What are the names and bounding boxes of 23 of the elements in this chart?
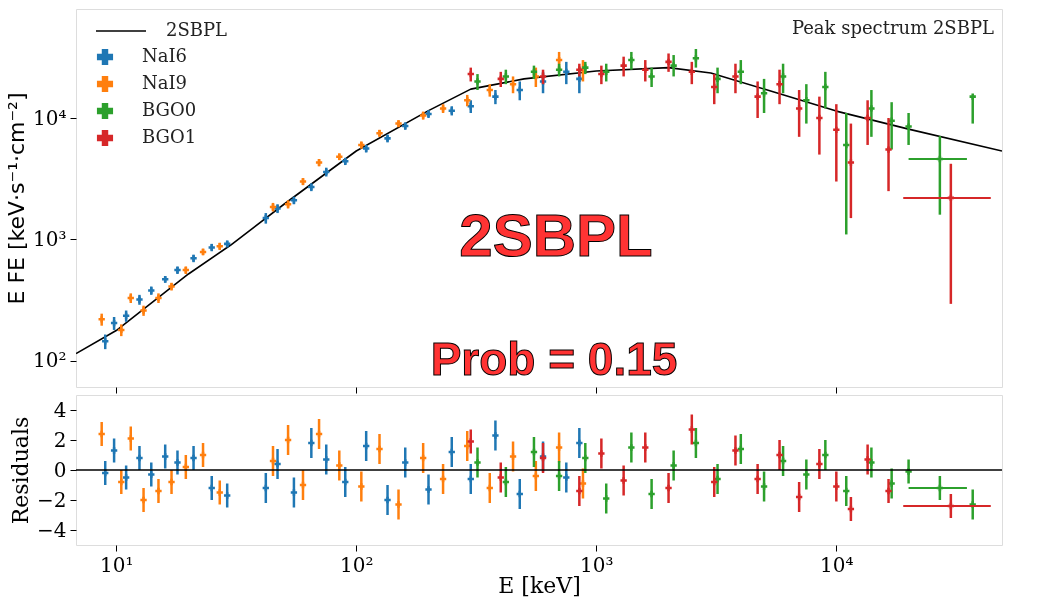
legend-label: NaI9 — [142, 72, 188, 93]
x-tick-label: 10² — [340, 552, 374, 577]
legend-label: NaI6 — [142, 45, 188, 66]
x-tick-label: 10⁴ — [820, 552, 854, 577]
y-tick-label: 2 — [53, 427, 67, 452]
annotation: Prob = 0.15 — [430, 333, 678, 385]
annotation: 2SBPL — [459, 202, 653, 269]
y-tick-label: 4 — [53, 397, 67, 422]
legend-label: BGO0 — [142, 99, 197, 120]
y-tick-label: −2 — [37, 487, 67, 512]
y-axis-title: Residuals — [8, 416, 34, 525]
x-tick-label: 10¹ — [99, 552, 134, 577]
y-tick-label: −4 — [37, 517, 67, 542]
annotation: Peak spectrum 2SBPL — [791, 17, 995, 38]
y-tick-label: 0 — [53, 457, 67, 482]
x-axis-title: E [keV] — [498, 572, 581, 597]
x-tick-label: 10³ — [580, 552, 614, 577]
legend-label: BGO1 — [142, 126, 197, 147]
y-axis-title: E FE [keV·s⁻¹·cm⁻²] — [4, 92, 30, 305]
legend-label: 2SBPL — [166, 19, 228, 40]
y-tick-label: 10³ — [33, 226, 67, 251]
y-tick-label: 10⁴ — [33, 105, 67, 130]
y-tick-label: 10² — [33, 348, 67, 373]
